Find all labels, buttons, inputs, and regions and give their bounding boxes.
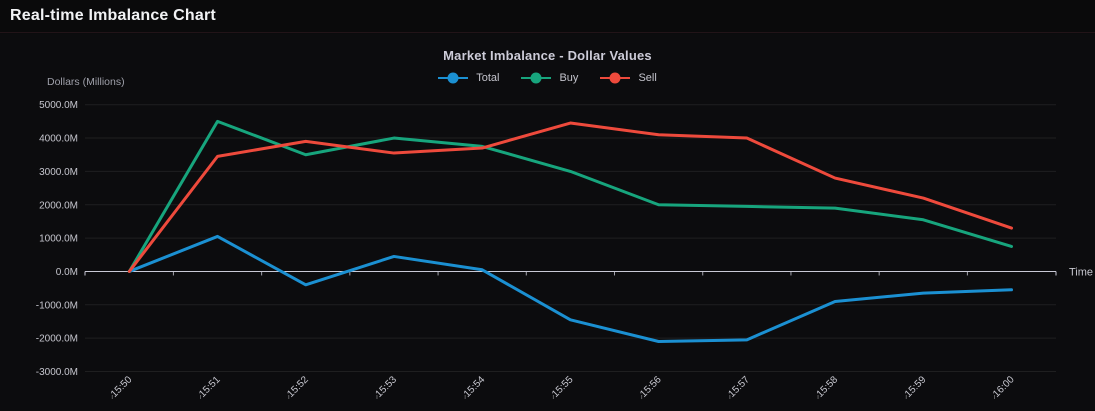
- x-tick-label: 15:53: [374, 374, 400, 400]
- legend-label: Total: [476, 72, 500, 84]
- y-axis-title: Dollars (Millions): [47, 76, 125, 88]
- y-tick-label: 1000.0M: [39, 234, 78, 245]
- x-tick-label: 15:56: [638, 374, 664, 400]
- chart-plot-area[interactable]: -3000.0M -2000.0M -1000.0M 0.0M 1000.0M 2000.…: [0, 34, 1095, 411]
- y-tick-label: -3000.0M: [36, 367, 78, 378]
- legend-item-total[interactable]: Total: [438, 72, 499, 84]
- x-tick-label: 15:57: [726, 374, 752, 400]
- x-axis-tick-labels: 15:50 15:51 15:52 15:53 15:54 15:55 15:56 15:57…: [109, 374, 1017, 400]
- gridlines: [85, 104, 1056, 372]
- page-header: Real-time Imbalance Chart: [0, 0, 1095, 33]
- x-tick-label: 15:58: [815, 374, 841, 400]
- y-tick-label: 2000.0M: [39, 200, 78, 211]
- x-tick-label: 15:54: [462, 374, 488, 400]
- x-tick-label: 15:52: [285, 374, 311, 400]
- y-tick-label: 5000.0M: [39, 100, 78, 111]
- legend-marker-total-icon: [438, 72, 469, 84]
- x-tick-label: 15:59: [903, 374, 929, 400]
- series-line-buy[interactable]: [127, 119, 1013, 273]
- y-tick-label: -2000.0M: [36, 334, 78, 345]
- series-line-sell[interactable]: [127, 121, 1013, 273]
- y-tick-label: 4000.0M: [39, 134, 78, 145]
- imbalance-chart: -3000.0M -2000.0M -1000.0M 0.0M 1000.0M 2000.…: [0, 34, 1095, 411]
- x-tick-label: 15:55: [550, 374, 576, 400]
- chart-title: Market Imbalance - Dollar Values: [443, 48, 652, 63]
- x-axis-title: Time: [1069, 266, 1093, 278]
- legend-label: Sell: [638, 72, 657, 84]
- x-axis-line: [84, 270, 1057, 276]
- legend-item-buy[interactable]: Buy: [521, 72, 578, 84]
- series-line-total[interactable]: [127, 234, 1013, 343]
- legend-item-sell[interactable]: Sell: [600, 72, 657, 84]
- bottom-axis-ticks: [111, 395, 995, 399]
- chart-legend: Total Buy Sell: [0, 72, 1095, 84]
- page-title: Real-time Imbalance Chart: [10, 7, 216, 24]
- y-tick-label: 0.0M: [56, 267, 78, 278]
- x-tick-label: 15:51: [197, 374, 223, 400]
- x-tick-label: 16:00: [991, 374, 1017, 400]
- y-tick-label: 3000.0M: [39, 167, 78, 178]
- x-tick-label: 15:50: [109, 374, 135, 400]
- y-axis-tick-labels: -3000.0M -2000.0M -1000.0M 0.0M 1000.0M 2000.…: [36, 100, 78, 378]
- legend-marker-sell-icon: [600, 72, 631, 84]
- y-tick-label: -1000.0M: [36, 300, 78, 311]
- legend-label: Buy: [559, 72, 579, 84]
- legend-marker-buy-icon: [521, 72, 552, 84]
